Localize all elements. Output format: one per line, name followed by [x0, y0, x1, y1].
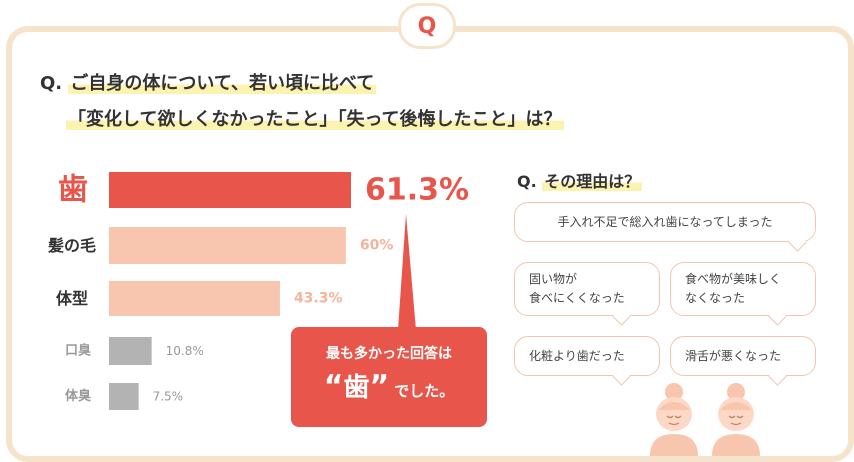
- question-prefix: Q.: [40, 73, 63, 94]
- bar: [109, 281, 280, 316]
- category-label: 歯: [58, 173, 88, 208]
- reason-bubble: 化粧より歯だった: [514, 336, 660, 376]
- question-line2: 「変化して欲しくなかったこと」「失って後悔したこと」は？: [66, 109, 564, 130]
- category-label: 体型: [56, 289, 88, 308]
- bar: [109, 383, 139, 410]
- q-badge: Q: [398, 3, 456, 49]
- reason-text: 食べ物が美味しく なくなった: [685, 272, 782, 305]
- question-line1: ご自身の体について、若い頃に比べて: [68, 73, 377, 94]
- callout-box: 最も多かった回答は “歯” でした。: [291, 327, 487, 427]
- reason-text: 滑舌が悪くなった: [685, 348, 782, 363]
- value-label: 7.5%: [153, 390, 184, 404]
- bar: [109, 337, 152, 365]
- question-heading: Q. ご自身の体について、若い頃に比べて 「変化して欲しくなかったこと」「失って…: [40, 66, 564, 138]
- reason-bubble: 滑舌が悪くなった: [670, 336, 816, 376]
- reason-text: 固い物が 食べにくくなった: [529, 272, 625, 305]
- reason-bubble: 食べ物が美味しく なくなった: [670, 262, 816, 316]
- reason-bubble: 手入れ不足で総入れ歯になってしまった: [514, 202, 816, 242]
- reasons-title: Q. その理由は？: [517, 168, 643, 192]
- category-label: 体臭: [65, 388, 91, 404]
- reason-text: 手入れ不足で総入れ歯になってしまった: [557, 214, 773, 229]
- callout-open-quote: “: [323, 369, 344, 404]
- value-label: 10.8%: [166, 344, 204, 358]
- value-label: 61.3%: [365, 173, 469, 208]
- value-label: 60%: [360, 238, 394, 254]
- reasons-title-text: その理由は？: [542, 172, 643, 191]
- category-label: 口臭: [65, 343, 91, 359]
- callout-close-quote: ”: [369, 369, 390, 404]
- bar: [109, 172, 351, 208]
- callout-line1: 最も多かった回答は: [326, 346, 452, 362]
- woman-right-icon: [712, 383, 760, 456]
- elderly-women-icon: [650, 383, 760, 456]
- category-label: 髪の毛: [47, 236, 96, 255]
- reasons-prefix: Q.: [517, 172, 537, 191]
- callout-tail: でした。: [394, 382, 455, 400]
- reason-bubble: 固い物が 食べにくくなった: [514, 262, 660, 316]
- value-label: 43.3%: [294, 291, 343, 307]
- reason-text: 化粧より歯だった: [529, 348, 625, 363]
- callout-word: 歯: [343, 373, 370, 403]
- woman-left-icon: [650, 383, 698, 456]
- callout-pointer: [398, 214, 416, 330]
- bar: [109, 227, 346, 264]
